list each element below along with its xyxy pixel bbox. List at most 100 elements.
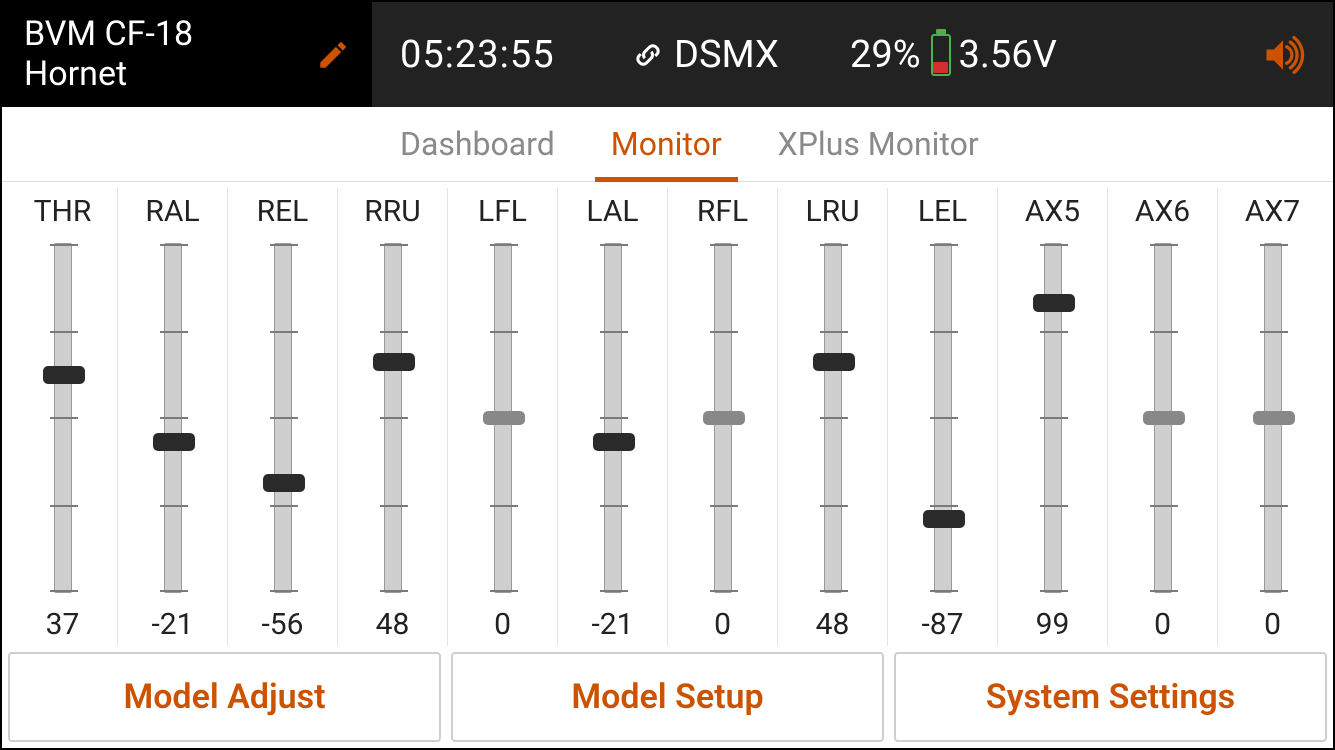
slider-track-wrap bbox=[668, 237, 777, 599]
channel-name-label: AX5 bbox=[1025, 194, 1080, 229]
battery-status: 29% 3.56V bbox=[850, 33, 1057, 77]
slider-tick bbox=[600, 331, 628, 333]
slider-tick bbox=[1260, 590, 1288, 592]
slider-track[interactable] bbox=[604, 243, 622, 593]
channel-value-label: -87 bbox=[921, 607, 963, 642]
slider-tick bbox=[490, 331, 518, 333]
slider-tick bbox=[820, 590, 848, 592]
slider-thumb[interactable] bbox=[703, 411, 745, 425]
channel-name-label: LEL bbox=[918, 194, 967, 229]
slider-tick bbox=[1260, 244, 1288, 246]
channel-value-label: 0 bbox=[1264, 607, 1281, 642]
model-name-label: BVM CF-18 Hornet bbox=[24, 15, 296, 93]
channel-name-label: RFL bbox=[697, 194, 748, 229]
slider-tick bbox=[1040, 417, 1068, 419]
slider-track-wrap bbox=[888, 237, 997, 599]
edit-icon[interactable] bbox=[316, 38, 350, 72]
slider-tick bbox=[160, 505, 188, 507]
channel-value-label: 0 bbox=[494, 607, 511, 642]
slider-track[interactable] bbox=[934, 243, 952, 593]
slider-track[interactable] bbox=[494, 243, 512, 593]
slider-tick bbox=[930, 590, 958, 592]
slider-tick bbox=[600, 590, 628, 592]
slider-track[interactable] bbox=[714, 243, 732, 593]
slider-thumb[interactable] bbox=[1033, 294, 1075, 312]
clock-label: 05:23:55 bbox=[400, 33, 630, 77]
channel-lfl: LFL0 bbox=[448, 188, 558, 646]
slider-thumb[interactable] bbox=[593, 433, 635, 451]
channel-name-label: RAL bbox=[145, 194, 199, 229]
model-setup-button[interactable]: Model Setup bbox=[451, 652, 884, 742]
slider-track[interactable] bbox=[274, 243, 292, 593]
channel-lal: LAL-21 bbox=[558, 188, 668, 646]
slider-thumb[interactable] bbox=[813, 353, 855, 371]
slider-track[interactable] bbox=[824, 243, 842, 593]
slider-tick bbox=[820, 331, 848, 333]
slider-track-wrap bbox=[1108, 237, 1217, 599]
tab-xplus-monitor[interactable]: XPlus Monitor bbox=[750, 107, 1007, 181]
slider-tick bbox=[820, 505, 848, 507]
slider-thumb[interactable] bbox=[1143, 411, 1185, 425]
tab-dashboard[interactable]: Dashboard bbox=[372, 107, 583, 181]
slider-thumb[interactable] bbox=[923, 510, 965, 528]
slider-thumb[interactable] bbox=[43, 366, 85, 384]
slider-tick bbox=[270, 417, 298, 419]
slider-tick bbox=[600, 417, 628, 419]
channel-value-label: 0 bbox=[714, 607, 731, 642]
slider-tick bbox=[50, 590, 78, 592]
channel-name-label: RRU bbox=[364, 194, 420, 229]
slider-thumb[interactable] bbox=[153, 433, 195, 451]
channel-rel: REL-56 bbox=[228, 188, 338, 646]
slider-tick bbox=[490, 590, 518, 592]
channel-ral: RAL -21 bbox=[118, 188, 228, 646]
slider-track-wrap bbox=[778, 237, 887, 599]
channel-name-label: AX6 bbox=[1135, 194, 1190, 229]
model-selector[interactable]: BVM CF-18 Hornet bbox=[2, 2, 372, 107]
slider-track[interactable] bbox=[1044, 243, 1062, 593]
slider-track-wrap bbox=[558, 237, 667, 599]
slider-tick bbox=[490, 505, 518, 507]
link-icon bbox=[630, 37, 666, 73]
slider-track-wrap bbox=[998, 237, 1107, 599]
slider-tick bbox=[1150, 244, 1178, 246]
channel-lel: LEL -87 bbox=[888, 188, 998, 646]
slider-thumb[interactable] bbox=[1253, 411, 1295, 425]
slider-tick bbox=[930, 505, 958, 507]
slider-tick bbox=[270, 244, 298, 246]
slider-tick bbox=[710, 331, 738, 333]
slider-track-wrap bbox=[118, 237, 227, 599]
channel-name-label: THR bbox=[34, 194, 92, 229]
slider-tick bbox=[160, 417, 188, 419]
slider-track[interactable] bbox=[1264, 243, 1282, 593]
slider-track[interactable] bbox=[384, 243, 402, 593]
tab-monitor[interactable]: Monitor bbox=[583, 107, 750, 181]
channel-lru: LRU48 bbox=[778, 188, 888, 646]
slider-thumb[interactable] bbox=[373, 353, 415, 371]
slider-tick bbox=[270, 590, 298, 592]
speaker-icon[interactable] bbox=[1261, 33, 1305, 77]
channel-name-label: LRU bbox=[805, 194, 859, 229]
slider-thumb[interactable] bbox=[483, 411, 525, 425]
slider-tick bbox=[1150, 505, 1178, 507]
battery-icon bbox=[931, 34, 951, 76]
slider-track[interactable] bbox=[164, 243, 182, 593]
slider-tick bbox=[50, 331, 78, 333]
slider-thumb[interactable] bbox=[263, 474, 305, 492]
slider-tick bbox=[600, 505, 628, 507]
slider-track[interactable] bbox=[1154, 243, 1172, 593]
slider-tick bbox=[50, 244, 78, 246]
channel-value-label: -21 bbox=[151, 607, 193, 642]
channel-ax6: AX60 bbox=[1108, 188, 1218, 646]
slider-tick bbox=[160, 331, 188, 333]
slider-tick bbox=[490, 244, 518, 246]
slider-track[interactable] bbox=[54, 243, 72, 593]
slider-tick bbox=[1040, 331, 1068, 333]
channel-value-label: -56 bbox=[261, 607, 303, 642]
slider-tick bbox=[380, 590, 408, 592]
tab-row: DashboardMonitorXPlus Monitor bbox=[2, 107, 1333, 182]
model-adjust-button[interactable]: Model Adjust bbox=[8, 652, 441, 742]
system-settings-button[interactable]: System Settings bbox=[894, 652, 1327, 742]
slider-tick bbox=[710, 505, 738, 507]
status-area: 05:23:55 DSMX 29% 3.56V bbox=[372, 2, 1333, 107]
slider-tick bbox=[380, 505, 408, 507]
